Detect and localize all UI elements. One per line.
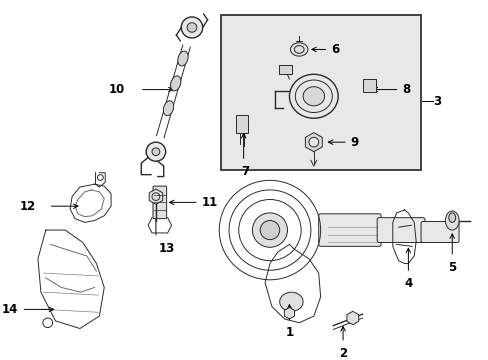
Ellipse shape bbox=[170, 76, 181, 91]
Bar bbox=[221, 15, 420, 170]
Bar bbox=[278, 65, 292, 74]
Text: 12: 12 bbox=[20, 200, 36, 213]
Text: 4: 4 bbox=[404, 277, 412, 290]
FancyBboxPatch shape bbox=[153, 186, 166, 219]
Circle shape bbox=[252, 213, 287, 247]
Bar bbox=[235, 116, 247, 132]
FancyBboxPatch shape bbox=[318, 214, 380, 246]
Circle shape bbox=[308, 138, 318, 147]
Circle shape bbox=[43, 318, 53, 328]
Ellipse shape bbox=[178, 51, 188, 66]
Text: 2: 2 bbox=[338, 347, 346, 360]
Ellipse shape bbox=[163, 101, 173, 116]
Text: 8: 8 bbox=[402, 83, 410, 96]
Ellipse shape bbox=[448, 213, 455, 222]
Text: 6: 6 bbox=[331, 43, 339, 56]
Circle shape bbox=[187, 23, 197, 32]
Circle shape bbox=[97, 175, 103, 180]
Text: 5: 5 bbox=[447, 261, 455, 274]
Circle shape bbox=[181, 17, 203, 38]
Ellipse shape bbox=[445, 211, 458, 230]
Circle shape bbox=[146, 142, 165, 161]
Text: 10: 10 bbox=[109, 83, 125, 96]
Bar bbox=[362, 79, 375, 93]
Circle shape bbox=[260, 221, 279, 240]
Ellipse shape bbox=[303, 87, 324, 106]
Text: 7: 7 bbox=[241, 165, 249, 178]
FancyBboxPatch shape bbox=[376, 218, 424, 243]
Ellipse shape bbox=[279, 292, 303, 311]
Ellipse shape bbox=[290, 43, 307, 56]
Text: 1: 1 bbox=[285, 326, 293, 339]
Text: 3: 3 bbox=[432, 95, 440, 108]
Circle shape bbox=[152, 148, 160, 156]
Text: 14: 14 bbox=[2, 303, 19, 316]
Text: 13: 13 bbox=[159, 242, 175, 255]
Text: 9: 9 bbox=[350, 136, 358, 149]
Text: 11: 11 bbox=[202, 196, 218, 209]
FancyBboxPatch shape bbox=[420, 221, 458, 243]
